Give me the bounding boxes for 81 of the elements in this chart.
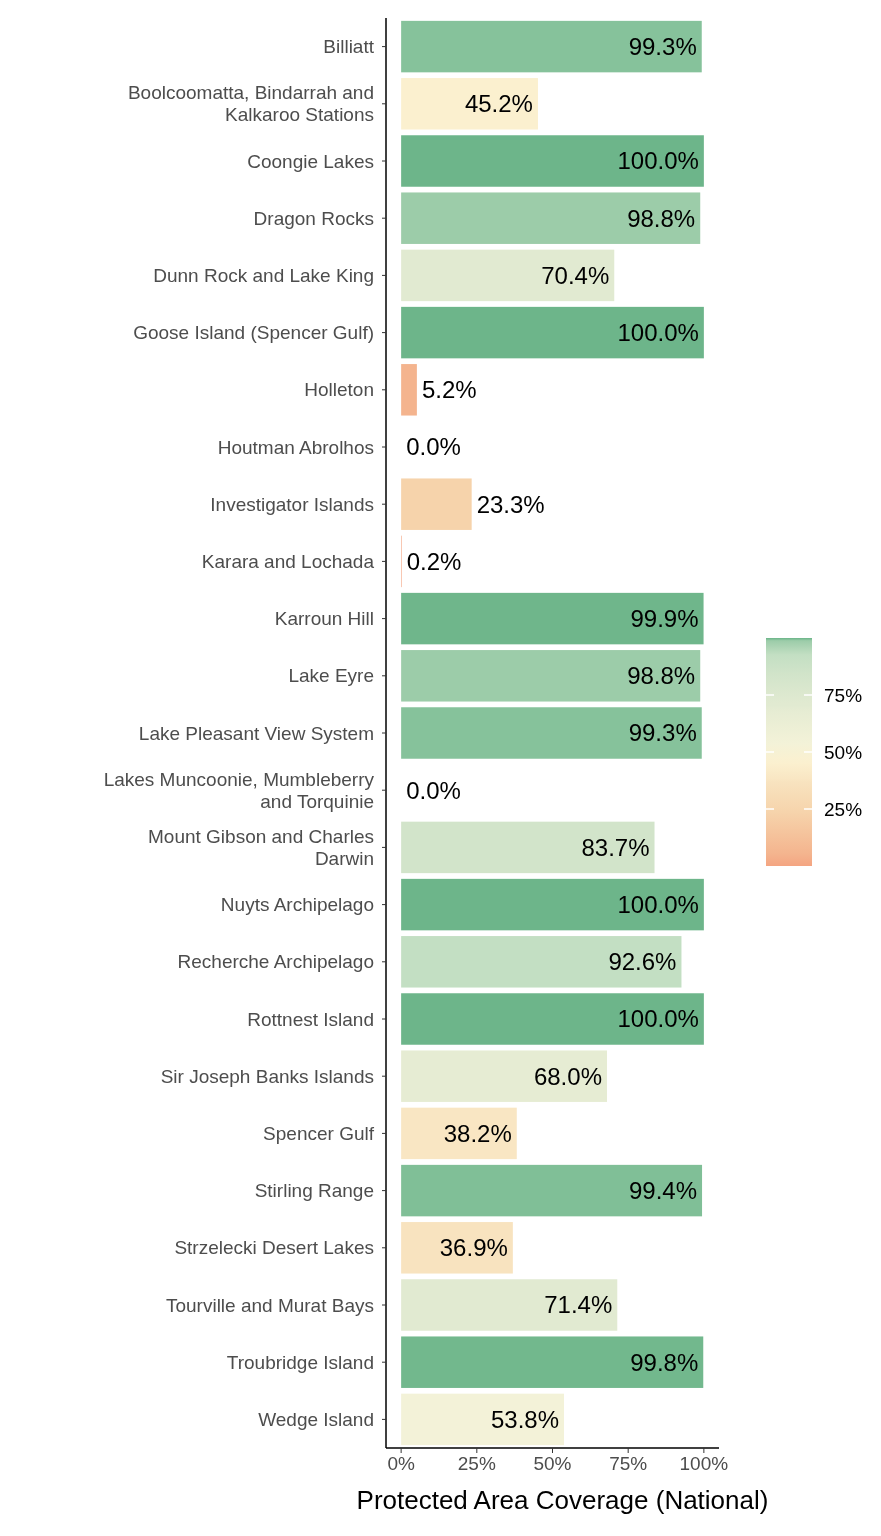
y-tick-label: Rottnest Island bbox=[247, 1008, 374, 1030]
bar bbox=[401, 20, 702, 73]
y-tick-label: Wedge Island bbox=[258, 1409, 374, 1431]
y-tick-label: Billiatt bbox=[323, 36, 375, 58]
bar bbox=[401, 821, 655, 874]
data-label: 99.3% bbox=[628, 33, 697, 60]
y-tick-label: Lake Eyre bbox=[288, 665, 374, 687]
color-bar-label: 25% bbox=[824, 798, 863, 820]
data-label: 98.8% bbox=[627, 662, 696, 690]
y-tick-label: Troubridge Island bbox=[226, 1351, 374, 1373]
bar bbox=[401, 192, 701, 244]
data-label: 53.8% bbox=[490, 1405, 559, 1433]
data-label: 92.6% bbox=[608, 948, 677, 976]
x-axis-title: Protected Area Coverage (National) bbox=[356, 1485, 769, 1515]
bar bbox=[401, 78, 538, 130]
y-tick-label: Dragon Rocks bbox=[253, 207, 374, 229]
data-label: 100.0% bbox=[617, 319, 699, 346]
data-label: 98.8% bbox=[627, 204, 696, 232]
bar bbox=[401, 1336, 704, 1388]
bar bbox=[401, 1050, 607, 1102]
data-label: 36.9% bbox=[439, 1234, 508, 1262]
y-tick-label: Recherche Archipelago bbox=[177, 951, 374, 973]
y-tick-label: Stirling Range bbox=[254, 1180, 374, 1202]
y-tick-label: Spencer Gulf bbox=[263, 1123, 375, 1145]
y-tick-label: Boolcoomatta, Bindarrah and Kalkaroo Stations bbox=[127, 82, 374, 126]
data-label: 99.8% bbox=[630, 1348, 699, 1376]
y-tick-label: Sir Joseph Banks Islands bbox=[160, 1065, 374, 1087]
data-label: 100.0% bbox=[617, 1005, 699, 1033]
data-label: 0.0% bbox=[406, 776, 461, 804]
y-tick-label: Strzelecki Desert Lakes bbox=[174, 1237, 374, 1259]
data-label: 99.3% bbox=[628, 719, 697, 747]
y-tick-label: Mount Gibson and Charles Darwin bbox=[147, 826, 374, 870]
data-label: 5.2% bbox=[421, 376, 477, 404]
bar bbox=[401, 135, 704, 187]
bar bbox=[401, 249, 615, 302]
bar bbox=[401, 364, 417, 416]
y-tick-label: Karroun Hill bbox=[274, 608, 374, 630]
data-label: 100.0% bbox=[617, 891, 699, 918]
bar bbox=[401, 707, 702, 759]
y-tick-label: Karara and Lochada bbox=[201, 551, 375, 573]
bar bbox=[401, 592, 704, 645]
bar bbox=[401, 1393, 564, 1446]
y-tick-label: Tourville and Murat Bays bbox=[165, 1294, 374, 1316]
y-tick-label: Goose Island (Spencer Gulf) bbox=[133, 322, 374, 344]
data-label: 83.7% bbox=[581, 833, 650, 861]
data-label: 100.0% bbox=[617, 147, 699, 175]
y-tick-label: Holleton bbox=[304, 379, 374, 401]
data-label: 99.9% bbox=[630, 605, 699, 632]
bar bbox=[401, 1222, 513, 1274]
y-tick-label: Investigator Islands bbox=[210, 493, 374, 515]
y-tick-label: Lakes Muncoonie, Mumbleberry and Torquinie bbox=[103, 768, 375, 812]
data-label: 45.2% bbox=[464, 90, 533, 118]
data-label: 23.3% bbox=[476, 490, 545, 518]
data-label: 68.0% bbox=[533, 1062, 602, 1090]
bar bbox=[401, 650, 701, 702]
x-tick-label: 75% bbox=[609, 1453, 648, 1474]
y-tick-label: Coongie Lakes bbox=[247, 150, 374, 172]
y-tick-label: Houtman Abrolhos bbox=[217, 436, 374, 458]
data-label: 70.4% bbox=[541, 261, 610, 289]
color-bar-label: 50% bbox=[824, 741, 863, 763]
bar bbox=[401, 1279, 618, 1331]
bar bbox=[401, 306, 704, 359]
bar bbox=[401, 993, 704, 1045]
color-bar-label: 75% bbox=[824, 684, 863, 706]
data-label: 71.4% bbox=[544, 1291, 613, 1319]
bar bbox=[401, 1164, 703, 1217]
x-tick-label: 0% bbox=[387, 1453, 415, 1474]
x-tick-label: 50% bbox=[533, 1453, 572, 1474]
data-label: 99.4% bbox=[628, 1177, 698, 1204]
x-tick-label: 25% bbox=[457, 1453, 496, 1474]
bar bbox=[401, 478, 472, 530]
bar bbox=[401, 878, 704, 931]
y-tick-label: Dunn Rock and Lake King bbox=[153, 265, 374, 287]
x-tick-label: 100% bbox=[679, 1453, 729, 1474]
y-tick-label: Nuyts Archipelago bbox=[220, 894, 374, 916]
data-label: 0.0% bbox=[406, 433, 461, 461]
data-label: 0.2% bbox=[406, 547, 462, 575]
data-label: 38.2% bbox=[443, 1119, 512, 1147]
bar bbox=[401, 936, 682, 988]
y-tick-label: Lake Pleasant View System bbox=[138, 722, 374, 744]
bar bbox=[401, 1107, 517, 1160]
